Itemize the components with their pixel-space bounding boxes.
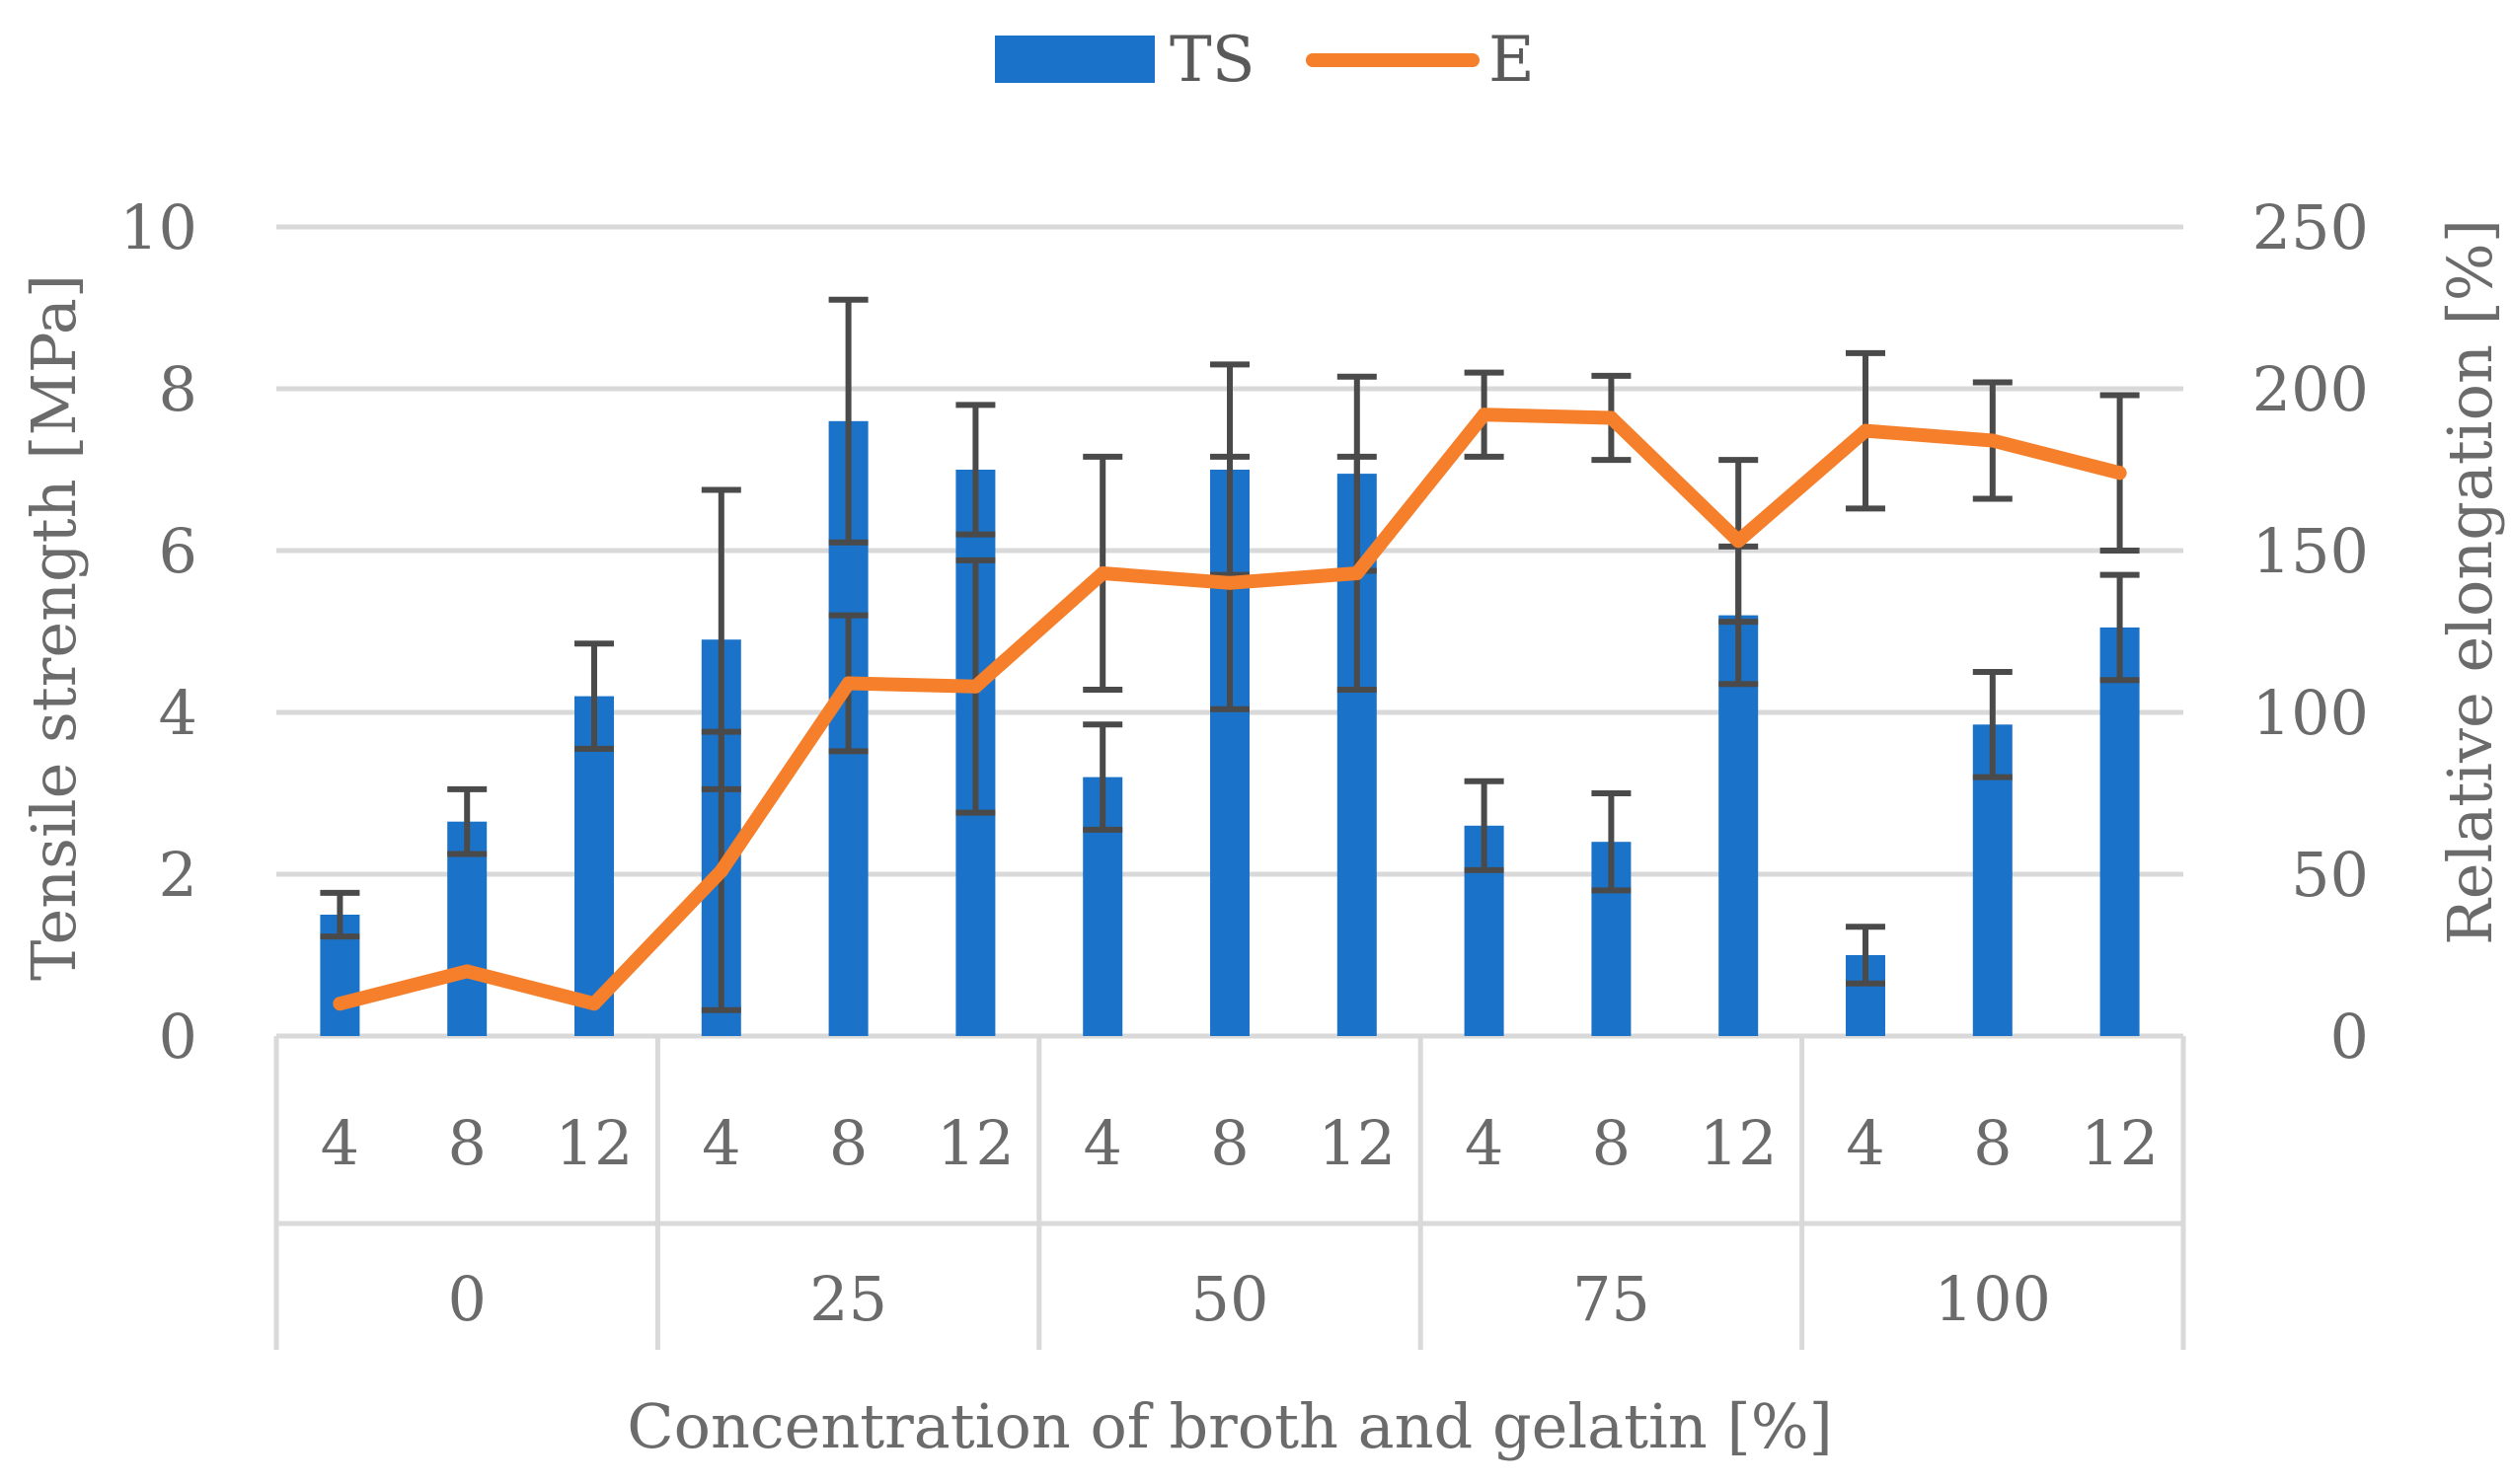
group-label: 75 xyxy=(1572,1263,1650,1335)
y-tick-label: 2 xyxy=(159,839,197,911)
ts-error-bar xyxy=(447,785,488,857)
subcategory-label: 12 xyxy=(1700,1107,1778,1179)
y-axis-left-ticks: 0 2 4 6 8 10 xyxy=(119,191,197,1073)
y-tick-label: 4 xyxy=(159,677,197,749)
e-point xyxy=(1223,575,1237,590)
subcategory-label: 8 xyxy=(1592,1107,1631,1179)
subcategory-label: 12 xyxy=(937,1107,1015,1179)
e-series xyxy=(333,408,2127,1011)
subcategory-label: 4 xyxy=(702,1107,740,1179)
legend-label-e: E xyxy=(1488,24,1535,97)
ts-bar xyxy=(447,821,488,1036)
e-point xyxy=(1731,534,1746,549)
group-label: 25 xyxy=(809,1263,887,1335)
e-point xyxy=(1096,565,1110,580)
e-point xyxy=(1985,433,2000,448)
y-axis-left-title: Tensile strength [MPa] xyxy=(18,274,90,981)
y-tick-label: 8 xyxy=(159,353,197,425)
group-label: 0 xyxy=(447,1263,486,1335)
ts-error-bar xyxy=(320,889,360,940)
subcategory-label: 4 xyxy=(1465,1107,1503,1179)
e-point xyxy=(1349,565,1364,580)
y-axis-right-ticks: 0 50 100 150 200 250 xyxy=(2252,191,2369,1073)
y-tick-label: 0 xyxy=(159,1001,197,1073)
ts-error-bar xyxy=(1591,790,1632,894)
y2-tick-label: 100 xyxy=(2252,677,2369,749)
e-point xyxy=(1477,408,1491,422)
ts-error-bar xyxy=(955,402,996,538)
e-point xyxy=(968,679,983,694)
ts-error-bar xyxy=(2099,571,2140,684)
subcategory-labels: 4 8 12 4 8 12 4 8 12 4 8 12 4 8 12 xyxy=(321,1107,2159,1179)
ts-error-bar xyxy=(1972,669,2013,780)
subcategory-label: 8 xyxy=(447,1107,486,1179)
legend-swatch-ts xyxy=(995,36,1155,83)
e-point xyxy=(587,997,601,1011)
y2-tick-label: 0 xyxy=(2330,1001,2369,1073)
e-point xyxy=(1859,423,1872,438)
y-axis-right-title: Relative elongation [%] xyxy=(2434,219,2506,945)
subcategory-label: 8 xyxy=(1973,1107,2012,1179)
ts-error-bar xyxy=(574,640,614,752)
ts-error-bar xyxy=(1083,721,1123,833)
group-label: 50 xyxy=(1191,1263,1269,1335)
ts-bar xyxy=(2099,627,2140,1036)
y2-tick-label: 250 xyxy=(2252,191,2369,263)
subcategory-label: 8 xyxy=(829,1107,868,1179)
e-point xyxy=(714,863,728,878)
y-tick-label: 6 xyxy=(159,515,197,587)
y2-tick-label: 50 xyxy=(2291,839,2369,911)
legend: TS E xyxy=(995,24,1535,97)
subcategory-label: 4 xyxy=(1083,1107,1121,1179)
e-point xyxy=(460,964,475,979)
ts-error-bar xyxy=(1846,924,1885,987)
subcategory-label: 8 xyxy=(1210,1107,1249,1179)
y-tick-label: 10 xyxy=(119,191,197,263)
e-point xyxy=(1604,410,1619,425)
e-point xyxy=(2112,466,2127,481)
group-label: 100 xyxy=(1935,1263,2051,1335)
y2-tick-label: 200 xyxy=(2252,353,2369,425)
ts-error-bar xyxy=(828,296,869,546)
e-point xyxy=(333,997,347,1011)
subcategory-label: 12 xyxy=(556,1107,634,1179)
subcategory-label: 12 xyxy=(2081,1107,2159,1179)
ts-bar xyxy=(574,696,614,1036)
e-point xyxy=(841,676,856,691)
group-labels: 0 25 50 75 100 xyxy=(447,1263,2050,1335)
x-axis-title: Concentration of broth and gelatin [%] xyxy=(627,1390,1833,1462)
subcategory-label: 12 xyxy=(1318,1107,1396,1179)
ts-error-bar xyxy=(1464,778,1504,873)
y2-tick-label: 150 xyxy=(2252,515,2369,587)
subcategory-label: 4 xyxy=(321,1107,359,1179)
legend-label-ts: TS xyxy=(1170,24,1256,97)
subcategory-label: 4 xyxy=(1846,1107,1884,1179)
